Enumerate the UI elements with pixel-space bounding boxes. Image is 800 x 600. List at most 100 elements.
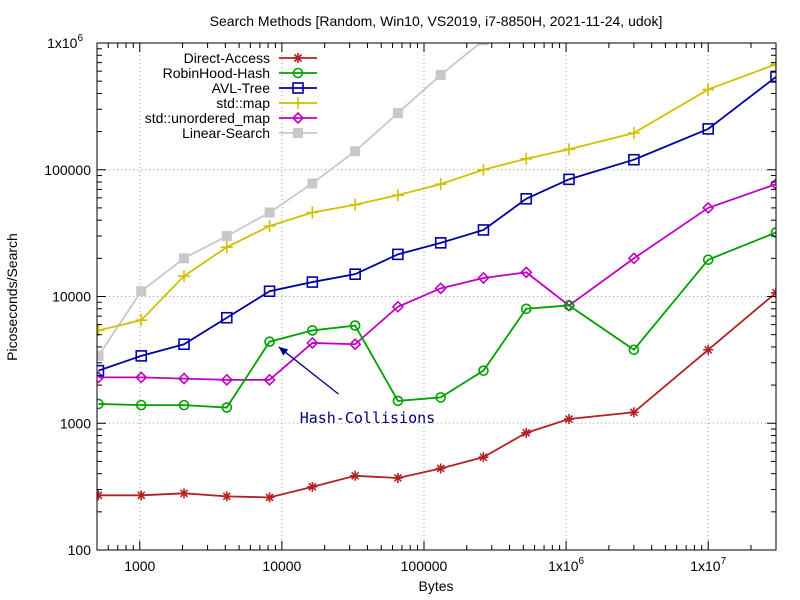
data-point [434, 282, 447, 295]
legend-item: std::unordered_map [145, 110, 317, 126]
x-tick-label: 1000 [124, 558, 155, 574]
annotation-arrow [278, 346, 339, 395]
data-point [521, 427, 532, 438]
data-point [135, 399, 147, 411]
data-point [627, 126, 640, 139]
series-line-std-unordered-map [98, 183, 776, 381]
data-point [348, 338, 362, 351]
data-point [702, 254, 714, 266]
series-linear-search [97, 43, 489, 361]
data-point [391, 300, 405, 313]
data-point [563, 173, 575, 186]
legend-marker [292, 82, 304, 94]
data-point [135, 314, 148, 327]
data-point [264, 492, 275, 503]
data-point [477, 271, 490, 285]
data-point [770, 71, 776, 83]
series-line-avl-tree [98, 76, 776, 372]
data-point [220, 373, 233, 386]
data-point [307, 481, 318, 492]
data-point [97, 490, 104, 501]
data-point [306, 206, 319, 219]
data-point [179, 488, 190, 499]
data-point [392, 108, 403, 119]
data-point [263, 219, 276, 232]
data-point [221, 231, 232, 242]
data-point [136, 490, 147, 501]
data-point [564, 414, 575, 425]
x-tick-label: 10000 [262, 558, 301, 574]
legend-marker [292, 67, 304, 79]
legend-label: Direct-Access [184, 50, 270, 66]
series-std-map [97, 58, 776, 337]
x-tick-label: 1x107 [690, 556, 726, 574]
data-point [307, 325, 318, 336]
data-point [306, 336, 319, 350]
x-tick-label: 1x106 [548, 556, 584, 574]
data-point [97, 364, 105, 377]
y-tick-label: 1x106 [47, 33, 83, 51]
series-avl-tree [97, 71, 776, 377]
data-point [97, 350, 104, 361]
series-layer [97, 43, 776, 503]
legend-item: RobinHood-Hash [163, 65, 317, 81]
data-point [520, 152, 533, 165]
data-point [434, 237, 447, 249]
data-point [391, 189, 404, 202]
data-point [349, 268, 361, 280]
annotation-text: Hash-Collisions [300, 409, 435, 427]
data-point [478, 43, 489, 46]
data-point [220, 311, 233, 324]
data-point [703, 344, 714, 355]
data-point [628, 153, 640, 166]
data-point [702, 83, 715, 96]
data-point [434, 178, 447, 191]
y-tick-exponent: 6 [77, 33, 83, 44]
data-point [520, 266, 533, 279]
data-point [478, 365, 489, 376]
data-point [770, 58, 776, 71]
x-tick-exponent: 7 [721, 556, 727, 567]
data-point [179, 253, 190, 264]
series-robinhood-hash [97, 227, 776, 413]
data-point [221, 402, 233, 413]
data-point [702, 201, 715, 215]
series-direct-access [97, 287, 776, 503]
legend-label: RobinHood-Hash [163, 65, 270, 81]
series-line-linear-search [97, 43, 482, 357]
y-tick-label: 100000 [44, 162, 91, 178]
data-point [435, 69, 446, 80]
legend-item: AVL-Tree [212, 80, 317, 96]
y-tick-label: 100 [68, 542, 92, 558]
data-point [306, 276, 319, 288]
data-point [263, 373, 276, 386]
data-point [392, 395, 404, 407]
legend-label: Linear-Search [182, 125, 270, 141]
data-point [264, 207, 275, 218]
legend-label: std::map [216, 95, 270, 111]
data-point [349, 198, 362, 211]
data-point [563, 300, 575, 311]
legend-label: std::unordered_map [145, 110, 271, 126]
data-point [350, 146, 361, 157]
y-tick-label: 10000 [52, 289, 91, 305]
data-point [628, 344, 640, 356]
axis-ticks: 1000 10000 100000 1x106 1x107 100 1000 10000 100… [44, 33, 776, 574]
legend-label: AVL-Tree [212, 80, 271, 96]
series-line-robinhood-hash [98, 231, 776, 409]
data-point [628, 407, 639, 418]
data-point [135, 371, 148, 384]
data-point [350, 470, 361, 481]
data-point [177, 372, 191, 385]
data-point [477, 163, 490, 176]
chart-title: Search Methods [Random, Win10, VS2019, i… [210, 13, 663, 29]
data-point [263, 285, 276, 298]
data-point [392, 248, 404, 261]
y-axis-label: Picoseconds/Search [4, 233, 20, 361]
gridlines [97, 43, 776, 550]
data-point [264, 336, 275, 347]
data-point [392, 472, 403, 483]
legend-item: std::map [216, 95, 317, 111]
legend-marker [293, 53, 303, 63]
